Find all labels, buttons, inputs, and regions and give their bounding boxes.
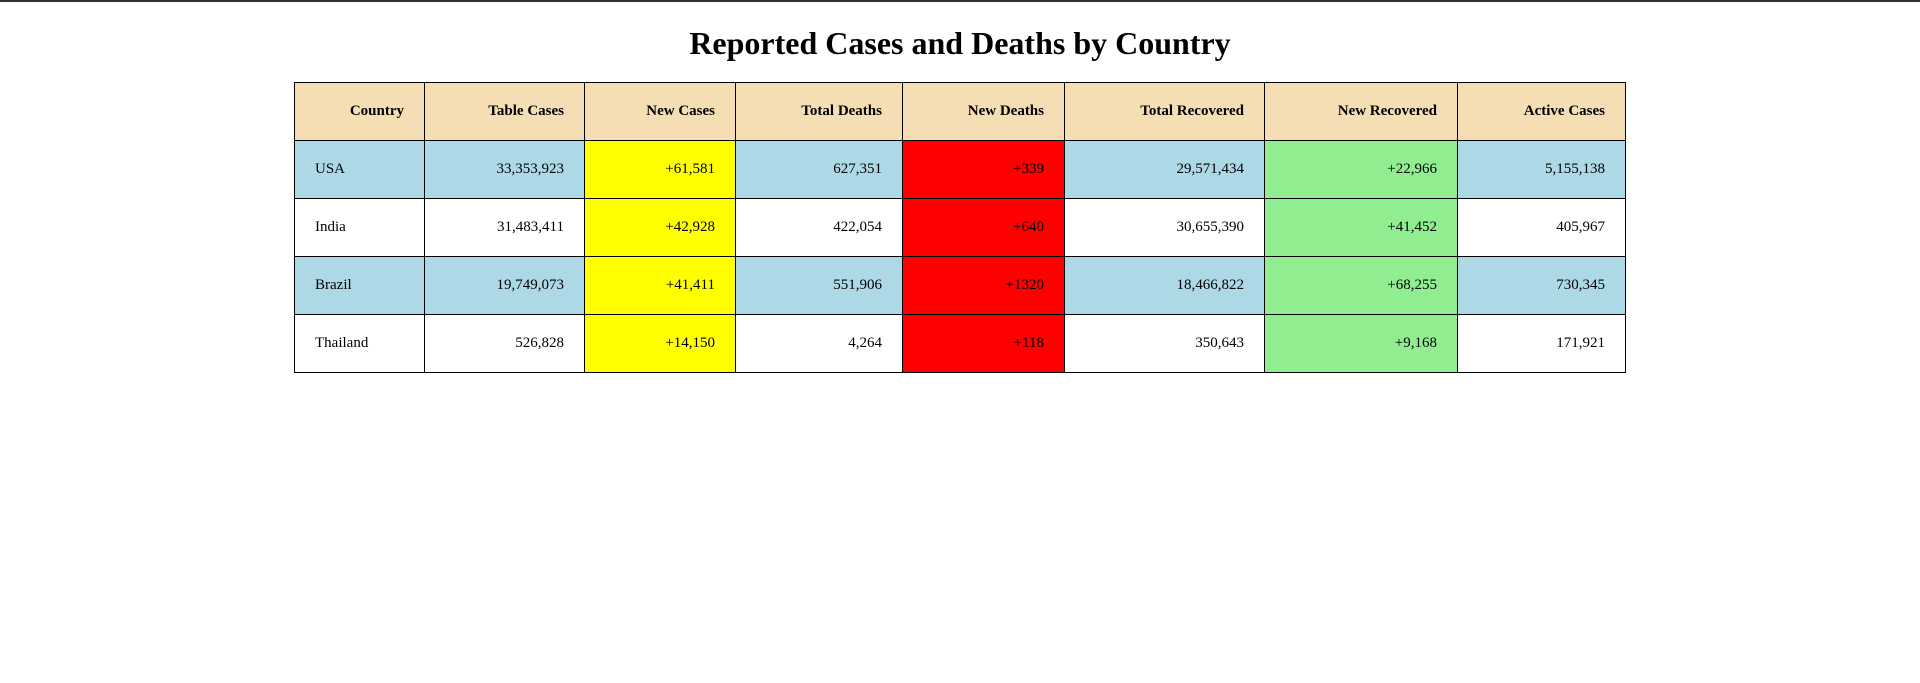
- cell-total-deaths: 551,906: [735, 256, 903, 315]
- header-new-recovered: New Recovered: [1264, 82, 1458, 141]
- table-row: Thailand 526,828 +14,150 4,264 +118 350,…: [294, 314, 1626, 373]
- top-border-line: [0, 0, 1920, 2]
- cell-new-deaths: +118: [902, 314, 1065, 373]
- table-header-row: Country Table Cases New Cases Total Deat…: [294, 82, 1626, 141]
- cell-total-recovered: 18,466,822: [1064, 256, 1265, 315]
- cell-new-cases: +42,928: [584, 198, 736, 257]
- header-active-cases: Active Cases: [1457, 82, 1626, 141]
- header-total-recovered: Total Recovered: [1064, 82, 1265, 141]
- cell-total-deaths: 422,054: [735, 198, 903, 257]
- cell-total-cases: 526,828: [424, 314, 585, 373]
- cell-active-cases: 171,921: [1457, 314, 1626, 373]
- cell-active-cases: 5,155,138: [1457, 140, 1626, 199]
- cell-country: Thailand: [294, 314, 425, 373]
- cell-new-recovered: +41,452: [1264, 198, 1458, 257]
- cell-new-recovered: +9,168: [1264, 314, 1458, 373]
- cell-country: Brazil: [294, 256, 425, 315]
- header-new-deaths: New Deaths: [902, 82, 1065, 141]
- cell-total-cases: 33,353,923: [424, 140, 585, 199]
- cell-country: USA: [294, 140, 425, 199]
- table-row: India 31,483,411 +42,928 422,054 +640 30…: [294, 198, 1626, 257]
- cell-new-deaths: +640: [902, 198, 1065, 257]
- cell-new-cases: +61,581: [584, 140, 736, 199]
- cell-new-cases: +41,411: [584, 256, 736, 315]
- cell-total-recovered: 29,571,434: [1064, 140, 1265, 199]
- cell-country: India: [294, 198, 425, 257]
- table-row: Brazil 19,749,073 +41,411 551,906 +1320 …: [294, 256, 1626, 315]
- cases-table: Country Table Cases New Cases Total Deat…: [294, 82, 1626, 373]
- header-country: Country: [294, 82, 425, 141]
- page-title: Reported Cases and Deaths by Country: [689, 25, 1231, 61]
- cell-new-deaths: +339: [902, 140, 1065, 199]
- cell-active-cases: 730,345: [1457, 256, 1626, 315]
- cell-new-deaths: +1320: [902, 256, 1065, 315]
- header-new-cases: New Cases: [584, 82, 736, 141]
- cell-total-recovered: 350,643: [1064, 314, 1265, 373]
- cell-new-cases: +14,150: [584, 314, 736, 373]
- cell-total-deaths: 627,351: [735, 140, 903, 199]
- cell-new-recovered: +22,966: [1264, 140, 1458, 199]
- cell-total-recovered: 30,655,390: [1064, 198, 1265, 257]
- cell-total-cases: 19,749,073: [424, 256, 585, 315]
- cell-total-cases: 31,483,411: [424, 198, 585, 257]
- table-row: USA 33,353,923 +61,581 627,351 +339 29,5…: [294, 140, 1626, 199]
- cell-new-recovered: +68,255: [1264, 256, 1458, 315]
- header-table-cases: Table Cases: [424, 82, 585, 141]
- cell-total-deaths: 4,264: [735, 314, 903, 373]
- cell-active-cases: 405,967: [1457, 198, 1626, 257]
- header-total-deaths: Total Deaths: [735, 82, 903, 141]
